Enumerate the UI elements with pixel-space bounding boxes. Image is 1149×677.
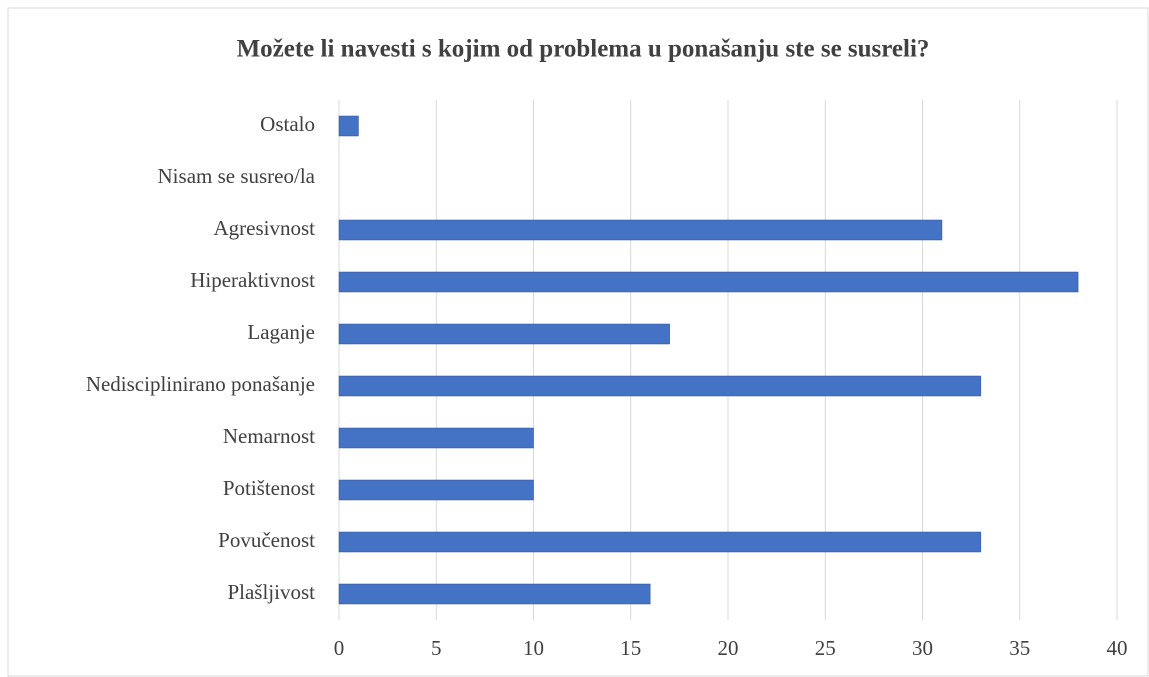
y-tick-label: Nedisciplinirano ponašanje	[86, 372, 315, 396]
bar	[338, 219, 943, 241]
x-tick-label: 30	[912, 636, 933, 660]
bar	[338, 583, 651, 605]
y-tick-label: Agresivnost	[214, 216, 316, 240]
x-tick-label: 5	[431, 636, 442, 660]
bar	[338, 479, 534, 501]
y-tick-label: Povučenost	[218, 528, 315, 552]
bar	[338, 427, 534, 449]
y-tick-label: Nemarnost	[223, 424, 315, 448]
x-tick-label: 10	[523, 636, 544, 660]
bar	[338, 115, 359, 137]
chart-title: Možete li navesti s kojim od problema u …	[237, 36, 930, 63]
y-tick-label: Hiperaktivnost	[190, 268, 315, 292]
x-tick-label: 20	[718, 636, 739, 660]
y-tick-label: Nisam se susreo/la	[158, 164, 316, 188]
x-tick-label: 15	[620, 636, 641, 660]
x-tick-label: 40	[1107, 636, 1128, 660]
y-tick-label: Plašljivost	[227, 580, 315, 604]
bar	[338, 375, 982, 397]
bar	[338, 271, 1079, 293]
x-tick-label: 0	[334, 636, 345, 660]
bar	[338, 531, 982, 553]
y-tick-label: Ostalo	[260, 112, 315, 136]
y-tick-label: Potištenost	[223, 476, 315, 500]
x-tick-label: 25	[815, 636, 836, 660]
x-tick-label: 35	[1009, 636, 1030, 660]
y-tick-label: Laganje	[247, 320, 315, 344]
bar	[338, 323, 670, 345]
